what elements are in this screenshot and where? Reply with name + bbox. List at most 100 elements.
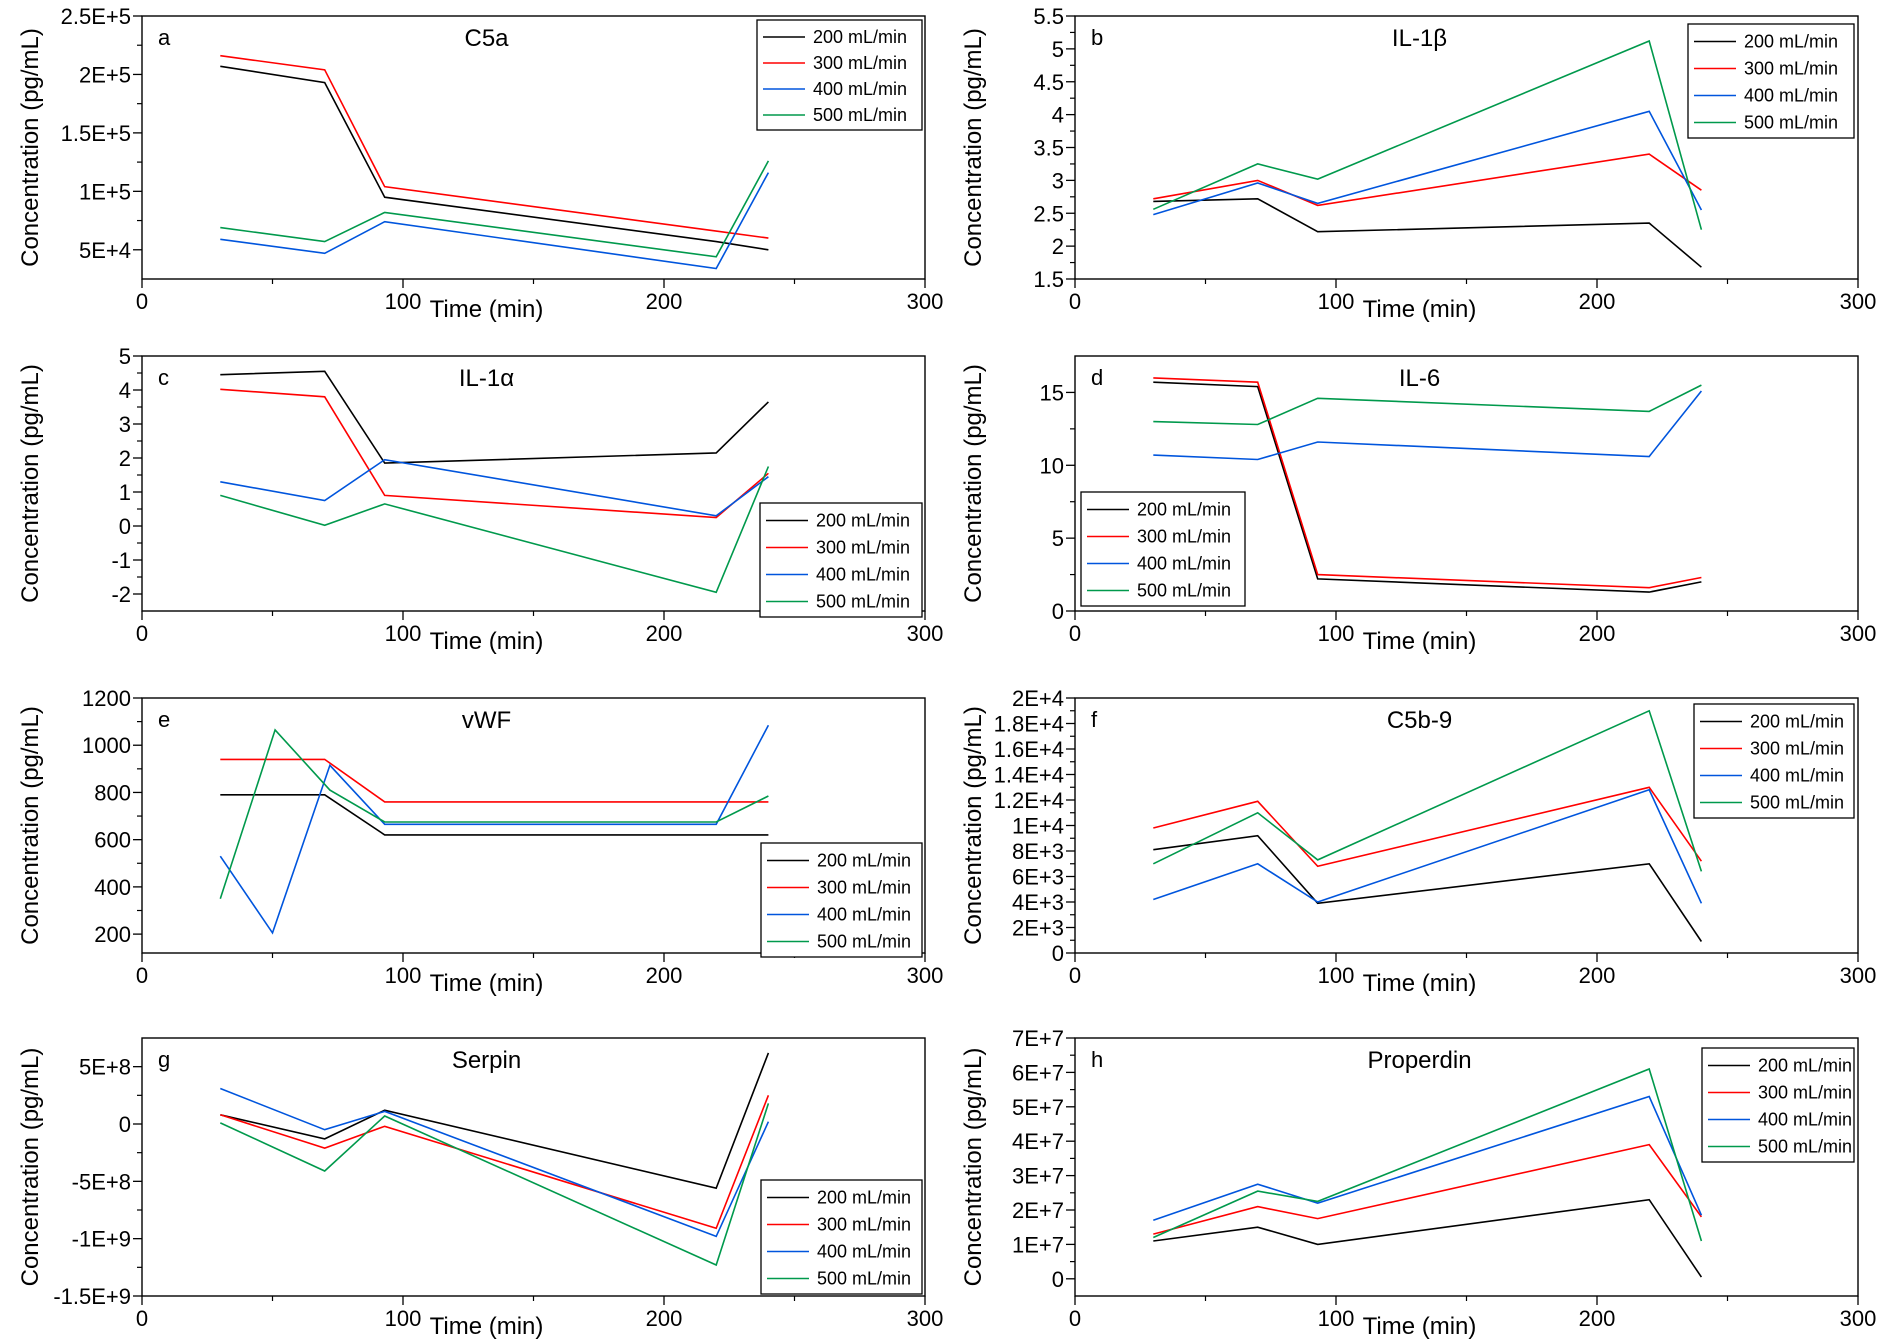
legend-label: 300 mL/min (1750, 739, 1844, 759)
y-tick-label: 2.5 (1033, 201, 1064, 226)
y-tick-label: 4E+3 (1012, 890, 1064, 915)
y-tick-label: 4.5 (1033, 70, 1064, 95)
legend-label: 300 mL/min (813, 53, 907, 73)
y-tick-label: 4 (1052, 103, 1064, 128)
y-tick-label: 2E+3 (1012, 916, 1064, 941)
series-line-500 (1152, 1067, 1703, 1242)
series-line-500 (220, 466, 770, 594)
legend-label: 400 mL/min (1758, 1110, 1852, 1130)
x-tick-label: 0 (136, 621, 148, 646)
legend-label: 200 mL/min (1750, 712, 1844, 732)
series-line-300 (220, 54, 769, 239)
panel-title: C5b-9 (1387, 707, 1452, 734)
series-line-200 (220, 1052, 770, 1190)
y-tick-label: 800 (94, 780, 131, 805)
x-tick-label: 300 (907, 963, 944, 988)
y-tick-label: 1.2E+4 (994, 788, 1064, 813)
x-tick-label: 100 (1318, 963, 1355, 988)
y-axis-label: Concentration (pg/mL) (960, 1048, 987, 1287)
y-tick-label: 5 (1052, 37, 1064, 62)
x-tick-label: 100 (385, 289, 422, 314)
x-axis-label: Time (min) (430, 296, 544, 323)
series-line-500 (219, 728, 769, 899)
x-tick-label: 300 (1840, 289, 1877, 314)
series-line-200 (1153, 834, 1703, 942)
legend-label: 200 mL/min (816, 511, 910, 531)
y-tick-label: 1E+5 (79, 179, 131, 204)
x-tick-label: 0 (1069, 621, 1081, 646)
series-line-300 (220, 758, 769, 803)
y-tick-label: 3E+7 (1012, 1164, 1064, 1189)
y-axis-label: Concentration (pg/mL) (960, 706, 987, 945)
legend-label: 300 mL/min (816, 538, 910, 558)
legend: 200 mL/min 300 mL/min 400 mL/min 500 mL/min (1687, 23, 1855, 139)
legend-label: 300 mL/min (817, 1215, 911, 1235)
panel-h: 0 100 200 300 0 1E+7 2E+7 3E+7 4E+7 5E+7 6E+7 7E+7 T… (960, 1026, 1876, 1340)
series-line-400 (220, 458, 769, 517)
legend-label: 400 mL/min (1137, 554, 1231, 574)
legend-label: 500 mL/min (817, 1269, 911, 1289)
y-tick-label: 5E+8 (79, 1055, 131, 1080)
y-axis-label: Concentration (pg/mL) (960, 28, 987, 267)
series-line-200 (220, 65, 769, 251)
x-tick-label: 300 (907, 289, 944, 314)
legend-box (1687, 23, 1855, 139)
legend-label: 300 mL/min (1758, 1083, 1852, 1103)
panel-letter: h (1091, 1047, 1103, 1072)
series-line-200 (1153, 1198, 1703, 1278)
series-line-400 (219, 724, 770, 935)
panel-title: Serpin (452, 1047, 521, 1074)
legend: 200 mL/min 300 mL/min 400 mL/min 500 mL/min (760, 842, 923, 958)
legend: 200 mL/min 300 mL/min 400 mL/min 500 mL/min (1701, 1047, 1855, 1163)
legend-label: 500 mL/min (1750, 793, 1844, 813)
y-tick-label: 1000 (82, 733, 131, 758)
legend: 200 mL/min 300 mL/min 400 mL/min 500 mL/min (1693, 703, 1855, 819)
y-tick-label: 0 (1052, 599, 1064, 624)
series-line-400 (1153, 788, 1703, 904)
panel-letter: f (1091, 707, 1098, 732)
y-tick-label: 2E+5 (79, 62, 131, 87)
series-line-400 (1153, 390, 1703, 461)
x-tick-label: 200 (1579, 963, 1616, 988)
x-tick-label: 100 (385, 621, 422, 646)
y-tick-label: 1.5 (1033, 267, 1064, 292)
y-tick-label: 1.5E+5 (61, 121, 131, 146)
y-tick-label: 400 (94, 875, 131, 900)
y-tick-label: -1 (111, 548, 131, 573)
legend-label: 200 mL/min (817, 851, 911, 871)
y-tick-label: 10 (1040, 453, 1064, 478)
y-tick-label: 1.8E+4 (994, 712, 1064, 737)
x-axis-label: Time (min) (1363, 970, 1477, 997)
x-tick-label: 0 (136, 1306, 148, 1331)
x-tick-label: 0 (1069, 963, 1081, 988)
legend-label: 500 mL/min (1137, 581, 1231, 601)
x-axis-label: Time (min) (1363, 296, 1477, 323)
legend-box (1701, 1047, 1855, 1163)
panel-letter: a (158, 25, 171, 50)
y-tick-label: 4 (119, 378, 131, 403)
y-tick-label: 3 (119, 412, 131, 437)
legend-label: 300 mL/min (1137, 527, 1231, 547)
panel-title: IL-1α (459, 365, 514, 392)
panel-title: IL-1β (1392, 25, 1447, 52)
x-tick-label: 0 (136, 289, 148, 314)
series-line-300 (1153, 1143, 1703, 1235)
series-line-400 (220, 1087, 770, 1238)
series-line-300 (1153, 786, 1703, 868)
y-tick-label: 8E+3 (1012, 839, 1064, 864)
y-tick-label: 6E+7 (1012, 1060, 1064, 1085)
y-tick-label: 5 (119, 344, 131, 369)
panel-b: 0 100 200 300 1.5 2 2.5 3 3.5 4 4.5 5 5.5 Time (min) C… (960, 4, 1876, 323)
x-tick-label: 100 (1318, 289, 1355, 314)
series-line-500 (1152, 39, 1703, 230)
y-tick-label: 1E+7 (1012, 1232, 1064, 1257)
series-line-400 (1153, 1095, 1703, 1222)
y-tick-label: -1.5E+9 (53, 1284, 131, 1309)
panel-title: vWF (462, 707, 511, 734)
y-tick-label: 1 (119, 480, 131, 505)
y-tick-label: 1E+4 (1012, 814, 1064, 839)
x-axis-label: Time (min) (430, 970, 544, 997)
y-tick-label: 0 (119, 1112, 131, 1137)
legend-label: 500 mL/min (817, 932, 911, 952)
